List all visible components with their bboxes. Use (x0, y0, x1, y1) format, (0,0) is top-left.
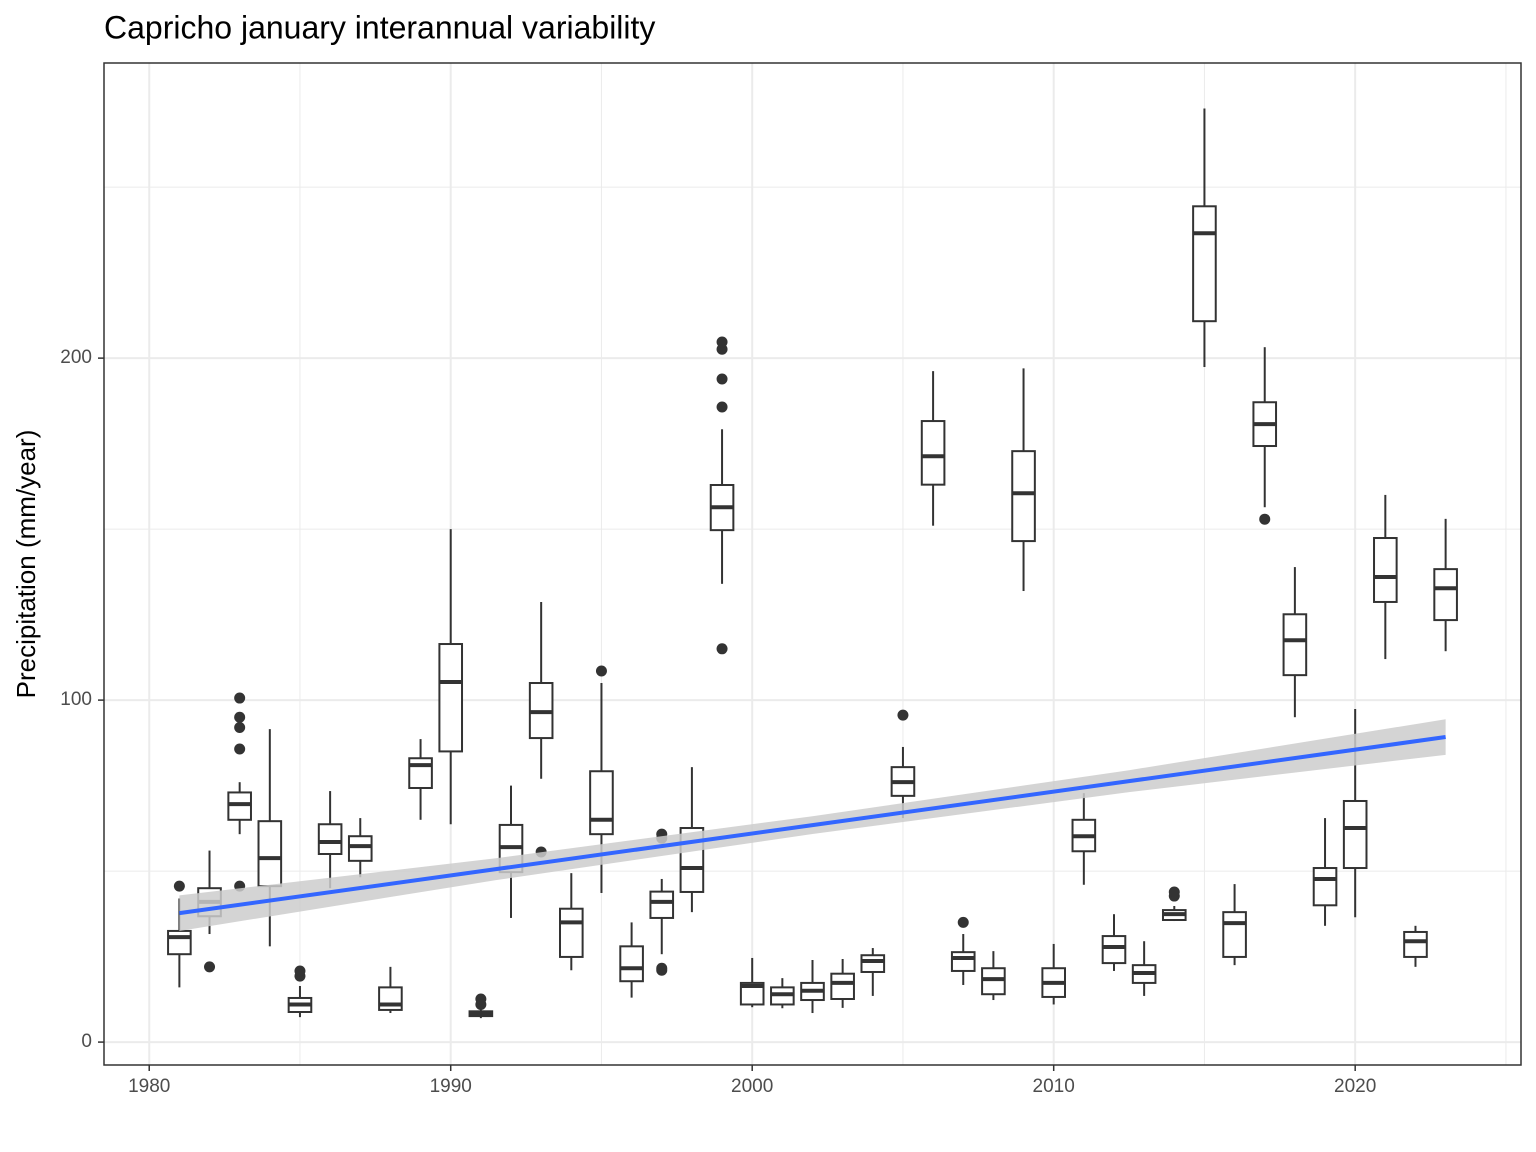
outlier (234, 721, 246, 733)
box (438, 643, 464, 753)
y-tick-label: 200 (60, 347, 92, 368)
outlier (294, 965, 306, 977)
chart-title: Capricho january interannual variability (104, 9, 655, 45)
box (408, 757, 433, 789)
box (589, 770, 614, 836)
x-tick-label: 2010 (1033, 1076, 1075, 1097)
outlier (595, 665, 607, 677)
box (739, 981, 765, 1006)
outlier (897, 709, 909, 721)
outlier (234, 711, 246, 723)
y-axis-label: Precipitation (mm/year) (11, 430, 41, 699)
box (1222, 911, 1247, 958)
box (1312, 867, 1338, 907)
box (347, 835, 373, 862)
box (860, 954, 886, 973)
x-tick-label: 1990 (430, 1076, 472, 1097)
outlier (234, 692, 246, 704)
box (920, 420, 946, 486)
y-tick-label: 0 (81, 1031, 92, 1052)
box (1101, 935, 1127, 965)
outlier (234, 743, 246, 755)
trend-line (179, 735, 1446, 916)
outlier (716, 373, 728, 385)
box (1342, 799, 1368, 870)
box (1282, 613, 1308, 677)
outlier (716, 401, 728, 413)
outlier (716, 643, 728, 655)
box (619, 945, 644, 983)
plot-border (103, 62, 1522, 1066)
outlier (475, 993, 487, 1005)
box (649, 890, 675, 919)
outlier (957, 916, 969, 928)
box (1403, 930, 1428, 958)
box (559, 907, 584, 958)
box (257, 820, 283, 888)
outlier (1259, 513, 1271, 525)
box (981, 967, 1006, 996)
box (1433, 568, 1458, 622)
box (227, 791, 252, 821)
y-tick-label: 100 (60, 689, 92, 710)
box (950, 951, 976, 972)
x-tick-label: 2020 (1334, 1076, 1376, 1097)
box (378, 986, 403, 1011)
box (1373, 537, 1398, 603)
box (1192, 205, 1217, 323)
outlier (204, 961, 216, 973)
x-tick-label: 2000 (731, 1076, 773, 1097)
outlier (656, 962, 668, 974)
box (830, 972, 855, 1000)
box (317, 823, 343, 855)
box (1011, 450, 1036, 543)
box (167, 929, 192, 956)
outlier (1168, 886, 1180, 898)
x-tick-label: 1980 (128, 1076, 170, 1097)
outlier (716, 336, 728, 348)
outlier (173, 880, 185, 892)
